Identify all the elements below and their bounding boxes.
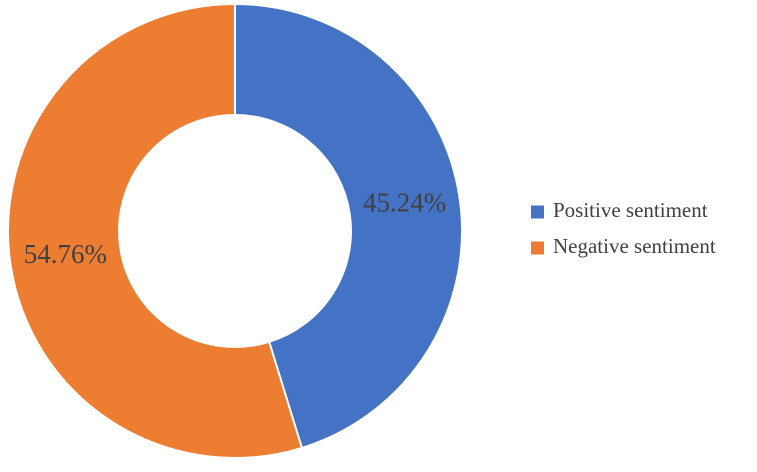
data-label-negative: 54.76%: [24, 239, 107, 269]
slices-group: [7, 2, 463, 459]
legend-swatch-positive: [531, 205, 544, 219]
slice-negative: [7, 2, 304, 459]
legend-label-positive: Positive sentiment: [553, 198, 708, 222]
slice-positive: [234, 2, 463, 450]
data-label-positive: 45.24%: [363, 188, 446, 218]
legend-label-negative: Negative sentiment: [553, 234, 716, 258]
legend-swatch-negative: [531, 241, 544, 255]
legend: Positive sentiment Negative sentiment: [531, 198, 716, 258]
data-labels-group: 45.24% 54.76%: [24, 188, 446, 269]
